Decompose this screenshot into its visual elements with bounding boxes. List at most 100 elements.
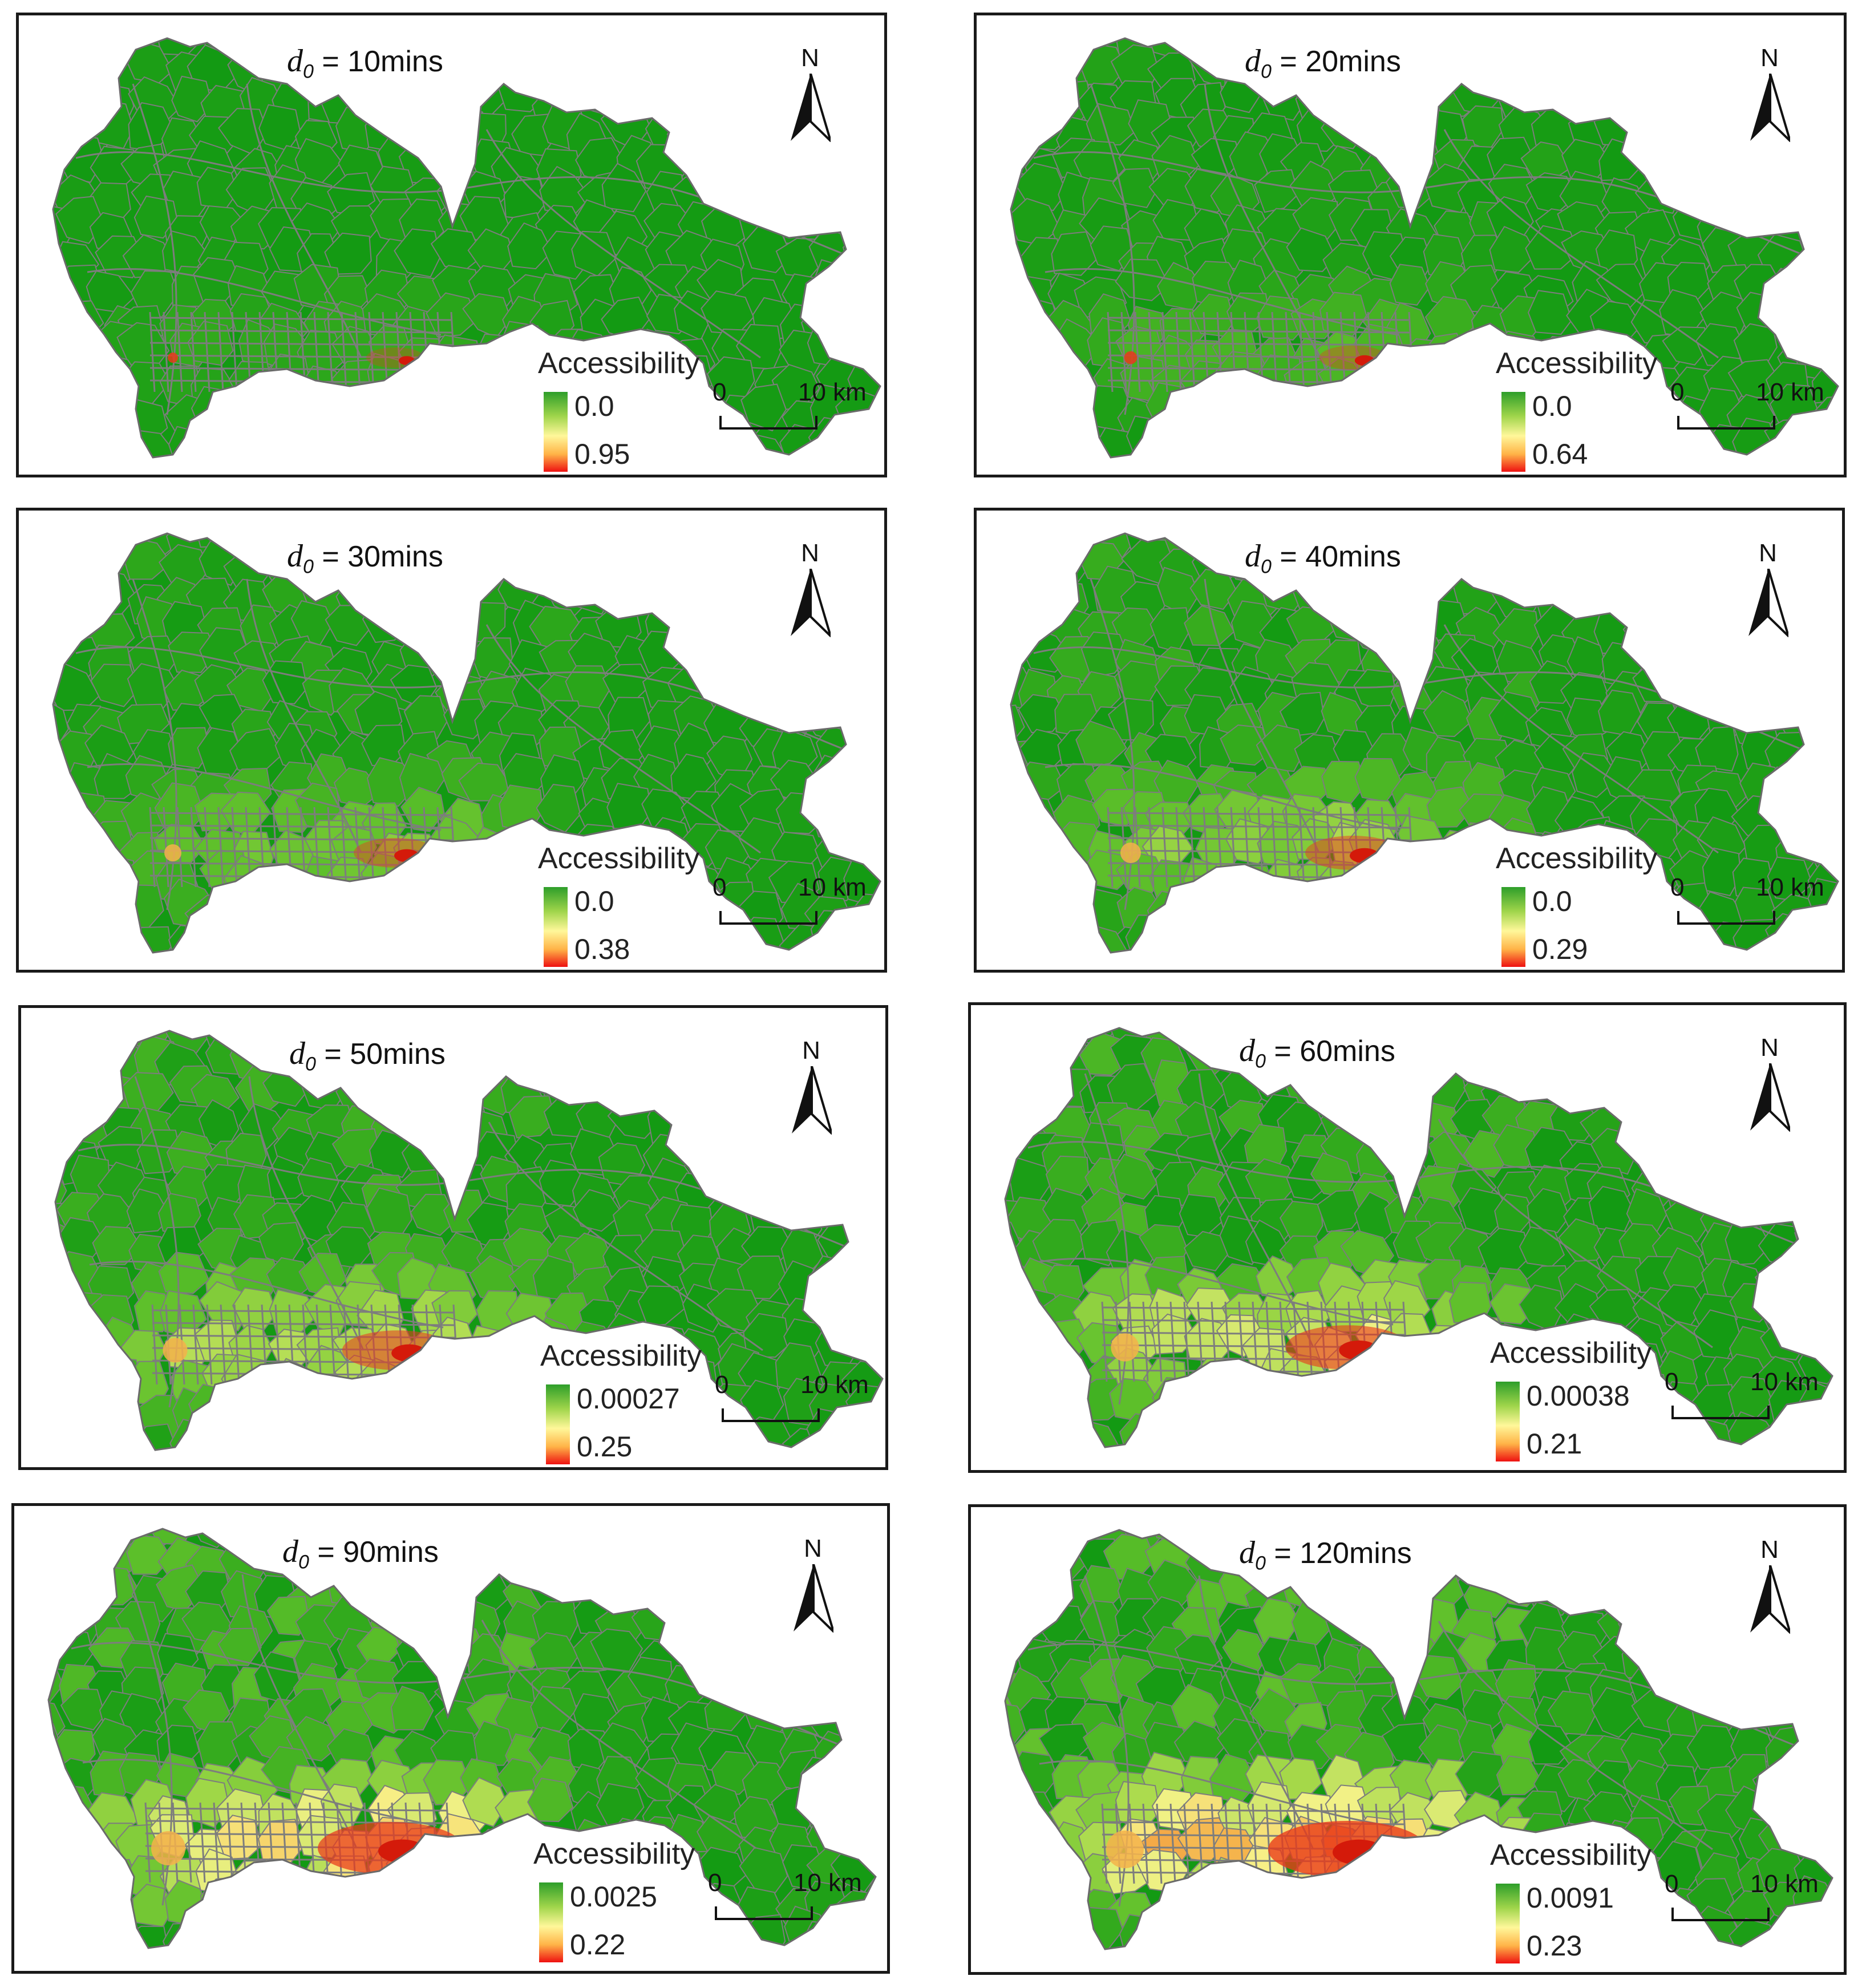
legend-min-value: 0.0025 <box>570 1881 657 1913</box>
accessibility-legend: Accessibility 0.0 0.29 <box>1496 841 1657 967</box>
shenzhen-map <box>47 1528 877 1949</box>
shenzhen-map <box>1010 37 1839 459</box>
title-value: = 120mins <box>1274 1537 1412 1570</box>
north-arrow-icon <box>794 1564 833 1633</box>
title-symbol: d <box>1239 1535 1255 1570</box>
north-label: N <box>801 44 819 72</box>
scale-zero-label: 0 <box>1665 1870 1679 1898</box>
legend-min-value: 0.0 <box>1532 885 1572 917</box>
title-subscript: 0 <box>1261 556 1272 578</box>
accessibility-legend: Accessibility 0.0025 0.22 <box>533 1837 695 1962</box>
legend-max-value: 0.21 <box>1527 1428 1582 1460</box>
legend-min-value: 0.0 <box>574 390 614 422</box>
scale-end-label: 10 km <box>798 873 867 901</box>
north-label: N <box>1760 1536 1779 1564</box>
legend-color-ramp <box>1501 392 1525 472</box>
legend-max-value: 0.64 <box>1532 438 1588 470</box>
title-value: = 10mins <box>322 45 443 78</box>
north-label: N <box>1759 539 1777 567</box>
scale-bar: 0 10 km <box>1665 1368 1819 1436</box>
accessibility-legend: Accessibility 0.0 0.95 <box>538 346 700 472</box>
legend-min-value: 0.00038 <box>1527 1380 1630 1412</box>
shenzhen-map <box>54 1030 884 1451</box>
title-subscript: 0 <box>1255 1050 1266 1072</box>
legend-title: Accessibility <box>538 347 700 380</box>
north-arrow: N <box>787 539 833 637</box>
legend-color-ramp <box>539 1882 563 1962</box>
title-subscript: 0 <box>303 556 314 578</box>
accessibility-legend: Accessibility 0.00038 0.21 <box>1490 1336 1652 1461</box>
legend-max-value: 0.29 <box>1532 933 1588 965</box>
scale-zero-label: 0 <box>713 378 727 406</box>
north-arrow: N <box>790 1534 836 1633</box>
decay-parameter-title: d0 = 10mins <box>287 43 443 83</box>
legend-color-ramp <box>1496 1884 1520 1963</box>
scale-end-label: 10 km <box>1756 378 1824 406</box>
scale-end-label: 10 km <box>798 378 867 406</box>
decay-parameter-title: d0 = 50mins <box>289 1035 446 1075</box>
legend-title: Accessibility <box>1496 347 1658 380</box>
north-arrow-icon <box>791 569 831 637</box>
accessibility-legend: Accessibility 0.0 0.38 <box>538 841 700 967</box>
scale-end-label: 10 km <box>1750 1870 1819 1898</box>
title-symbol: d <box>1245 538 1261 574</box>
north-label: N <box>804 1534 822 1562</box>
scale-bar-line <box>722 1408 820 1422</box>
shenzhen-map <box>52 37 881 459</box>
north-label: N <box>1760 44 1779 72</box>
legend-title: Accessibility <box>1490 1337 1652 1370</box>
scale-zero-label: 0 <box>1670 873 1685 901</box>
map-panel-6: d0 = 60mins N Accessibility 0.00038 0.21… <box>968 1002 1847 1473</box>
legend-color-ramp <box>1496 1382 1520 1461</box>
scale-bar-line <box>1671 1908 1770 1921</box>
map-panel-4: d0 = 40mins N Accessibility 0.0 0.29 0 1… <box>974 508 1845 973</box>
scale-bar: 0 10 km <box>715 1371 869 1439</box>
legend-title: Accessibility <box>540 1339 702 1372</box>
scale-bar: 0 10 km <box>1670 873 1824 942</box>
decay-parameter-title: d0 = 40mins <box>1245 538 1401 578</box>
map-panel-7: d0 = 90mins N Accessibility 0.0025 0.22 … <box>11 1503 890 1974</box>
scale-bar: 0 10 km <box>713 873 867 942</box>
decay-parameter-title: d0 = 30mins <box>287 538 443 578</box>
title-value: = 20mins <box>1280 45 1401 78</box>
shenzhen-map <box>1010 532 1839 954</box>
title-subscript: 0 <box>305 1053 316 1075</box>
north-arrow-icon <box>1750 1063 1790 1132</box>
title-value: = 30mins <box>322 540 443 573</box>
map-panel-5: d0 = 50mins N Accessibility 0.00027 0.25… <box>18 1005 888 1470</box>
north-arrow: N <box>787 44 833 142</box>
north-arrow-icon <box>1750 1565 1790 1634</box>
shenzhen-map <box>52 532 881 954</box>
scale-zero-label: 0 <box>715 1371 729 1399</box>
legend-color-ramp <box>544 392 568 472</box>
legend-title: Accessibility <box>538 842 700 875</box>
north-arrow: N <box>1747 1536 1792 1634</box>
decay-parameter-title: d0 = 90mins <box>282 1533 439 1573</box>
legend-max-value: 0.23 <box>1527 1930 1582 1962</box>
legend-min-value: 0.00027 <box>577 1383 680 1415</box>
legend-color-ramp <box>546 1384 570 1464</box>
scale-bar-line <box>1677 416 1775 430</box>
scale-bar-line <box>715 1906 813 1920</box>
legend-max-value: 0.95 <box>574 438 630 470</box>
scale-zero-label: 0 <box>708 1869 722 1897</box>
north-arrow: N <box>1747 44 1792 142</box>
map-panel-8: d0 = 120mins N Accessibility 0.0091 0.23… <box>968 1504 1847 1975</box>
title-subscript: 0 <box>1255 1552 1266 1574</box>
map-panel-1: d0 = 10mins N Accessibility 0.0 0.95 0 1… <box>16 13 887 477</box>
accessibility-legend: Accessibility 0.0091 0.23 <box>1490 1838 1652 1963</box>
north-arrow-icon <box>792 1066 832 1135</box>
scale-end-label: 10 km <box>800 1371 869 1399</box>
title-value: = 50mins <box>324 1038 446 1071</box>
title-symbol: d <box>282 1534 298 1569</box>
map-panel-2: d0 = 20mins N Accessibility 0.0 0.64 0 1… <box>974 13 1847 477</box>
title-symbol: d <box>1239 1033 1255 1068</box>
scale-end-label: 10 km <box>794 1869 862 1897</box>
scale-end-label: 10 km <box>1750 1368 1819 1396</box>
legend-min-value: 0.0 <box>1532 390 1572 422</box>
title-symbol: d <box>287 43 303 79</box>
legend-title: Accessibility <box>1490 1839 1652 1872</box>
shenzhen-map <box>1004 1529 1833 1950</box>
north-label: N <box>801 539 819 567</box>
legend-color-ramp <box>544 887 568 967</box>
